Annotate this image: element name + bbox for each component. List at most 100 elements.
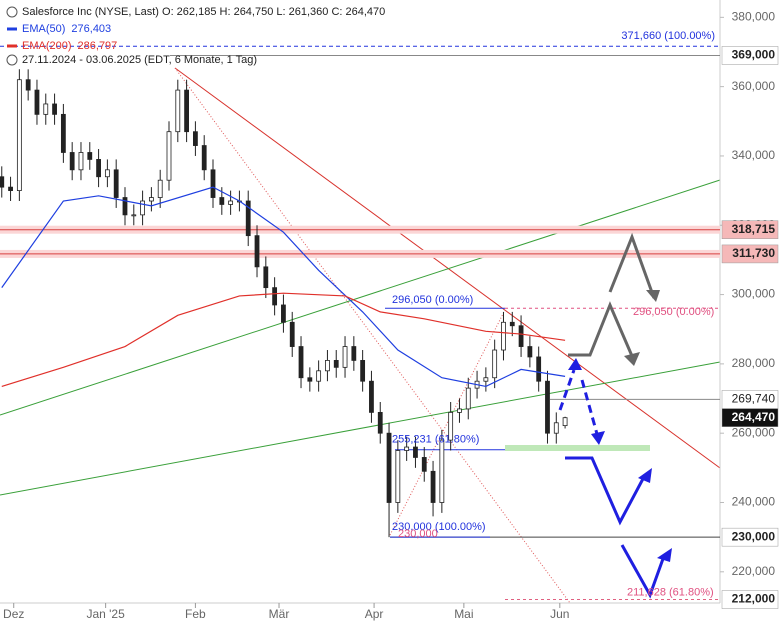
candle-body — [60, 113, 66, 153]
candle-body — [386, 432, 392, 503]
level-label: 269,740 — [732, 392, 776, 406]
arrow — [620, 544, 666, 599]
candle-body — [360, 360, 366, 382]
period-range: 27.11.2024 - 03.06.2025 — [22, 54, 141, 66]
x-tick-label: Mai — [454, 607, 473, 621]
candle-body — [316, 370, 322, 382]
candle-body — [245, 200, 251, 237]
candle-body — [184, 89, 190, 133]
quote: H: 264,750 — [220, 6, 274, 18]
fib-label: 255,231 (61.80%) — [392, 434, 479, 446]
candle-body — [545, 380, 550, 434]
candle-body — [483, 377, 489, 382]
arrowhead — [657, 548, 672, 562]
arrow — [565, 456, 647, 526]
arrowhead — [638, 468, 652, 483]
fib-label: 296,050 (0.00%) — [392, 294, 473, 306]
x-tick-label: Feb — [185, 607, 206, 621]
icon — [6, 54, 18, 66]
arrow — [568, 301, 634, 357]
ema-line — [1, 186, 566, 388]
candle-body — [96, 159, 101, 178]
candle-body — [553, 422, 559, 434]
y-tick-label: 240,000 — [732, 495, 776, 509]
trend-line — [0, 179, 721, 416]
candle-body — [16, 79, 22, 192]
legend-title: Salesforce Inc (NYSE, Last) O: 262,185 H… — [22, 6, 385, 18]
legend: Salesforce Inc (NYSE, Last) O: 262,185 H… — [6, 6, 385, 66]
period: 27.11.2024 - 03.06.2025 (EDT, 6 Monate, … — [22, 54, 257, 66]
arrowhead — [624, 352, 640, 366]
title: Salesforce Inc (NYSE, Last) — [22, 6, 159, 18]
level-box — [721, 390, 779, 409]
fib-label: 296,050 (0.00%) — [633, 306, 714, 318]
series-value: 276,403 — [71, 23, 111, 35]
overlay-layer: 369,000 318,715 311,730 269,740 264,470 230,0… — [392, 30, 779, 609]
legend-entry: EMA(50) 276,403 — [22, 23, 111, 35]
candle-body — [351, 346, 357, 361]
candle-body — [272, 287, 278, 306]
candle-body — [122, 197, 128, 216]
fib-connector — [389, 309, 506, 536]
y-tick-label: 360,000 — [732, 79, 776, 93]
legend-entry: EMA(200) 286,797 — [22, 40, 117, 52]
candle-body — [25, 79, 31, 91]
marks-layer — [0, 69, 568, 538]
candle-body — [201, 145, 207, 171]
trend-line — [0, 361, 721, 496]
quote: C: 264,470 — [331, 6, 385, 18]
candle-body — [52, 103, 57, 115]
level-label: 369,000 — [732, 48, 776, 62]
arrowhead — [591, 431, 605, 445]
candle-body — [395, 450, 401, 503]
x-tick-label: Mär — [269, 607, 290, 621]
candle-body — [377, 411, 383, 434]
x-tick-label: Jun — [550, 607, 569, 621]
candle-body — [140, 200, 145, 216]
candle-body — [404, 446, 410, 451]
series-value: 286,797 — [78, 40, 118, 52]
candle-body — [131, 214, 137, 217]
candle-body — [78, 152, 84, 171]
arrowhead — [646, 290, 660, 302]
candle-body — [342, 346, 348, 368]
fib-label: 230,000 (100.00%) — [392, 521, 486, 533]
candle-body — [421, 457, 427, 472]
arrowhead — [568, 358, 582, 370]
candle-body — [518, 325, 524, 347]
candle-body — [193, 131, 198, 146]
level-box — [721, 590, 779, 609]
x-tick-label: Jan '25 — [86, 607, 125, 621]
level-box — [721, 46, 779, 65]
candle-body — [333, 360, 339, 368]
candle-body — [166, 131, 172, 181]
level-label: 318,715 — [732, 222, 776, 236]
y-tick-label: 300,000 — [732, 287, 776, 301]
candle-body — [210, 169, 216, 198]
series-name: EMA(50) — [22, 23, 65, 35]
candle-body — [8, 186, 13, 192]
target-zone — [505, 445, 650, 451]
candle-body — [439, 439, 445, 503]
level-box — [721, 408, 779, 427]
quote: O: 262,185 — [162, 6, 216, 18]
scenario-arrows — [568, 232, 656, 357]
y-tick-label: 340,000 — [732, 148, 776, 162]
arrow — [608, 232, 656, 299]
x-tick-label: Dez — [3, 607, 24, 621]
candle-body — [43, 103, 49, 115]
candle-body — [448, 411, 454, 441]
period-note: (EDT, 6 Monate, 1 Tag) — [144, 54, 257, 66]
candle-body — [148, 197, 154, 202]
fib-label: 230,000 — [398, 528, 438, 540]
candle-body — [219, 197, 225, 205]
candle-body — [34, 89, 40, 115]
candle-body — [369, 380, 374, 413]
quote: L: 261,360 — [276, 6, 328, 18]
candle-body — [228, 200, 234, 205]
candle-body — [413, 446, 418, 458]
x-tick-label: Apr — [365, 607, 384, 621]
ema-line — [1, 292, 566, 387]
